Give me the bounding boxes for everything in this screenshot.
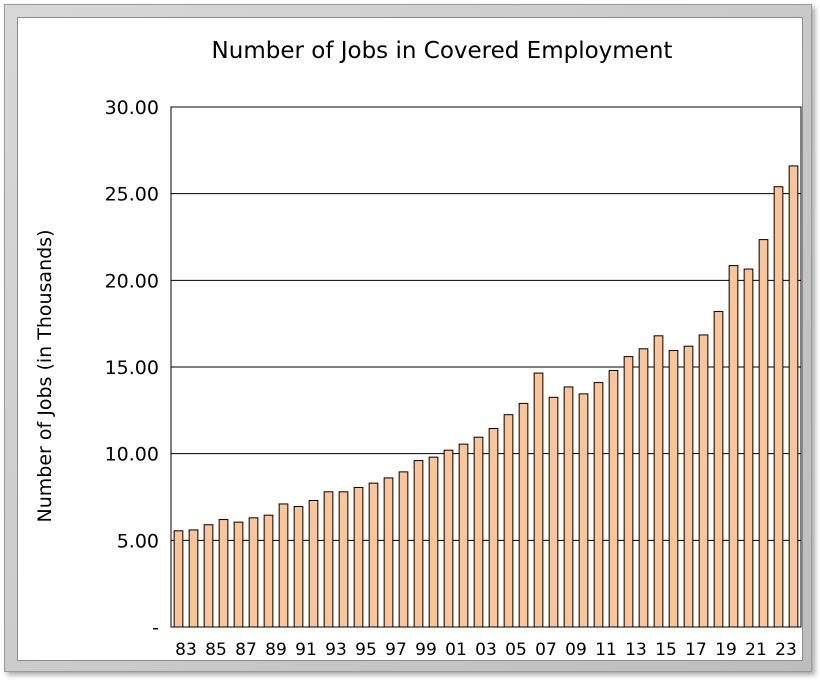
x-tick-label: 97 [385, 640, 407, 660]
bar-12 [608, 369, 619, 628]
x-tick-label: 05 [505, 640, 527, 660]
x-tick-label: 91 [295, 640, 317, 660]
x-tick-label: 17 [685, 640, 707, 660]
bar-88 [248, 517, 259, 628]
bar-90 [278, 503, 289, 628]
bar-97 [383, 477, 394, 628]
bar-13 [623, 356, 634, 628]
bar-07 [533, 372, 544, 628]
bar-02 [458, 443, 469, 628]
bar-21 [743, 268, 754, 628]
bar-94 [338, 491, 349, 628]
bar-84 [188, 529, 199, 628]
bar-20 [728, 265, 739, 628]
y-tick-label: 25.00 [105, 184, 159, 206]
x-tick-label: 13 [625, 640, 647, 660]
x-tick-label: 83 [175, 640, 197, 660]
x-tick-label: 99 [415, 640, 437, 660]
x-tick-label: 01 [445, 640, 467, 660]
bar-11 [593, 382, 604, 628]
x-tick-label: 93 [325, 640, 347, 660]
bars [173, 165, 799, 628]
bar-chart: Number of Jobs in Covered Employment Num… [34, 38, 802, 660]
bar-06 [518, 402, 529, 628]
bar-85 [203, 524, 214, 628]
y-tick-label: 30.00 [105, 97, 159, 119]
y-axis-label: Number of Jobs (in Thousands) [34, 230, 56, 523]
x-tick-label: 07 [535, 640, 557, 660]
x-tick-label: 21 [745, 640, 767, 660]
y-tick-label: 15.00 [105, 357, 159, 379]
gridlines [171, 193, 801, 541]
bar-95 [353, 486, 364, 628]
bar-19 [713, 311, 724, 628]
bar-16 [668, 350, 679, 628]
x-tick-label: 89 [265, 640, 287, 660]
x-axis-ticks: 83 85 87 89 91 93 95 97 99 01 03 05 07 09 11 13 15 17 19 21… [175, 640, 797, 660]
bar-04 [488, 428, 499, 628]
x-tick-label: 23 [775, 640, 797, 660]
bar-05 [503, 414, 514, 628]
bar-23 [773, 186, 784, 628]
y-tick-label: 20.00 [105, 270, 159, 292]
bar-83 [173, 530, 184, 628]
y-tick-label: 10.00 [105, 444, 159, 466]
x-tick-label: 09 [565, 640, 587, 660]
x-tick-label: 15 [655, 640, 677, 660]
bar-22 [758, 239, 769, 628]
bar-00 [428, 456, 439, 628]
bar-17 [683, 345, 694, 628]
bar-92 [308, 499, 319, 628]
x-tick-label: 19 [715, 640, 737, 660]
x-tick-label: 85 [205, 640, 227, 660]
bar-15 [653, 335, 664, 628]
bar-24 [788, 165, 799, 628]
chart-frame: Number of Jobs in Covered Employment Num… [4, 4, 812, 672]
chart-title: Number of Jobs in Covered Employment [212, 38, 673, 64]
bar-01 [443, 449, 454, 628]
x-tick-label: 95 [355, 640, 377, 660]
bar-18 [698, 334, 709, 628]
x-tick-label: 87 [235, 640, 257, 660]
x-tick-label: 03 [475, 640, 497, 660]
bar-87 [233, 521, 244, 628]
bar-10 [578, 393, 589, 628]
bar-98 [398, 471, 409, 628]
y-tick-label: 5.00 [117, 530, 159, 552]
bar-08 [548, 396, 559, 628]
y-tick-label: - [152, 617, 159, 639]
plot-area [170, 106, 802, 628]
bar-93 [323, 491, 334, 628]
bar-09 [563, 386, 574, 628]
bar-03 [473, 436, 484, 628]
y-axis-ticks: - 5.00 10.00 15.00 20.00 25.00 30.00 [105, 97, 159, 639]
bar-99 [413, 460, 424, 628]
bar-86 [218, 519, 229, 628]
bar-89 [263, 514, 274, 628]
bar-96 [368, 482, 379, 628]
x-tick-label: 11 [595, 640, 617, 660]
bar-14 [638, 348, 649, 628]
chart-area: Number of Jobs in Covered Employment Num… [17, 17, 803, 661]
bar-91 [293, 506, 304, 628]
